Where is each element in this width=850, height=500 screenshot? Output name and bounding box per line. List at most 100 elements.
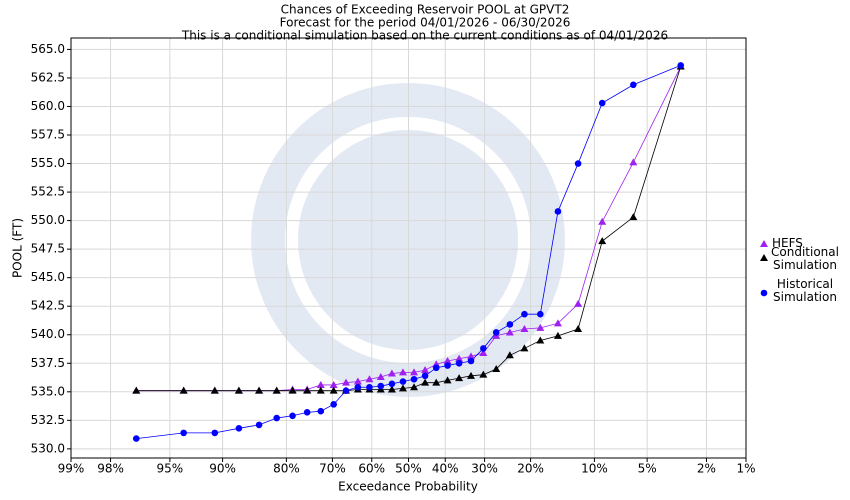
x-tick-label: 90% bbox=[209, 462, 236, 476]
point bbox=[211, 429, 219, 437]
y-tick-label: 532.5 bbox=[31, 413, 65, 427]
x-tick-label: 40% bbox=[432, 462, 459, 476]
point bbox=[505, 351, 514, 359]
point bbox=[598, 99, 606, 107]
x-tick-label: 10% bbox=[581, 462, 608, 476]
point bbox=[317, 407, 325, 415]
point bbox=[479, 349, 488, 356]
point bbox=[677, 62, 685, 69]
point bbox=[353, 377, 362, 385]
point bbox=[467, 357, 475, 365]
point bbox=[432, 364, 440, 372]
point bbox=[574, 299, 583, 307]
point bbox=[365, 375, 374, 383]
chart-subtitle: Forecast for the period 04/01/2026 - 06/… bbox=[280, 16, 571, 30]
point bbox=[179, 386, 188, 394]
point bbox=[574, 160, 582, 167]
y-tick-label: 550.0 bbox=[31, 213, 65, 227]
point bbox=[341, 378, 350, 386]
point bbox=[421, 366, 430, 374]
point bbox=[410, 375, 418, 383]
point bbox=[410, 368, 419, 376]
point bbox=[492, 364, 501, 372]
point bbox=[455, 354, 464, 362]
point bbox=[480, 345, 487, 352]
x-tick-label: 60% bbox=[358, 462, 385, 476]
point bbox=[505, 328, 514, 336]
point bbox=[443, 356, 452, 364]
point bbox=[132, 386, 141, 394]
y-tick-label: 545.0 bbox=[31, 270, 65, 284]
point bbox=[255, 421, 263, 429]
point bbox=[210, 386, 219, 394]
y-axis-label: POOL (FT) bbox=[11, 218, 25, 278]
x-tick-label: 98% bbox=[97, 462, 124, 476]
x-tick-label: 20% bbox=[517, 462, 544, 476]
legend-marker bbox=[760, 289, 768, 297]
point bbox=[536, 336, 545, 344]
legend-label: Conditional Simulation bbox=[771, 245, 839, 272]
point bbox=[366, 383, 373, 391]
point bbox=[376, 372, 385, 380]
point bbox=[180, 429, 187, 437]
y-tick-label: 565.0 bbox=[31, 42, 65, 56]
x-tick-label: 70% bbox=[319, 462, 346, 476]
y-tick-label: 560.0 bbox=[31, 99, 65, 113]
plot-frame bbox=[70, 37, 747, 459]
point bbox=[410, 383, 419, 391]
point bbox=[398, 384, 407, 392]
y-tick-label: 547.5 bbox=[31, 242, 65, 256]
point bbox=[316, 386, 325, 394]
y-tick-label: 540.0 bbox=[31, 327, 65, 341]
point bbox=[316, 380, 325, 388]
point bbox=[521, 310, 528, 318]
y-tick-label: 555.0 bbox=[31, 156, 65, 170]
point bbox=[536, 323, 545, 331]
point bbox=[329, 386, 338, 394]
point bbox=[598, 217, 607, 225]
point bbox=[444, 362, 451, 369]
point bbox=[421, 378, 430, 386]
point bbox=[398, 368, 407, 376]
point bbox=[574, 325, 583, 333]
point bbox=[235, 425, 243, 432]
point bbox=[553, 319, 562, 327]
chart-title: Chances of Exceeding Reservoir POOL at G… bbox=[281, 3, 570, 17]
y-tick-label: 542.5 bbox=[31, 299, 65, 313]
x-tick-label: 2% bbox=[697, 462, 716, 476]
point bbox=[629, 213, 638, 221]
x-tick-label: 50% bbox=[395, 462, 422, 476]
legend-label: Historical Simulation bbox=[773, 277, 837, 304]
point bbox=[303, 409, 311, 416]
point bbox=[554, 208, 562, 215]
y-tick-label: 557.5 bbox=[31, 128, 65, 142]
x-axis-label: Exceedance Probability bbox=[338, 480, 478, 494]
point bbox=[467, 352, 476, 360]
point bbox=[272, 386, 281, 394]
point bbox=[479, 370, 488, 378]
point bbox=[467, 371, 476, 379]
point bbox=[273, 414, 280, 422]
point bbox=[288, 386, 297, 394]
point bbox=[537, 310, 544, 318]
point bbox=[630, 81, 637, 89]
point bbox=[234, 386, 243, 394]
legend-label: HEFS bbox=[772, 236, 803, 250]
x-tick-label: 99% bbox=[58, 462, 85, 476]
point bbox=[443, 376, 452, 384]
point bbox=[399, 378, 407, 385]
y-tick-label: 530.0 bbox=[31, 441, 65, 455]
y-tick-label: 537.5 bbox=[31, 356, 65, 370]
point bbox=[387, 369, 396, 377]
point bbox=[255, 386, 264, 394]
point bbox=[432, 378, 441, 386]
point bbox=[492, 329, 500, 336]
point bbox=[329, 380, 338, 388]
point bbox=[342, 387, 350, 394]
point bbox=[520, 325, 529, 333]
point bbox=[455, 374, 464, 382]
point bbox=[553, 331, 562, 339]
point bbox=[455, 359, 463, 367]
